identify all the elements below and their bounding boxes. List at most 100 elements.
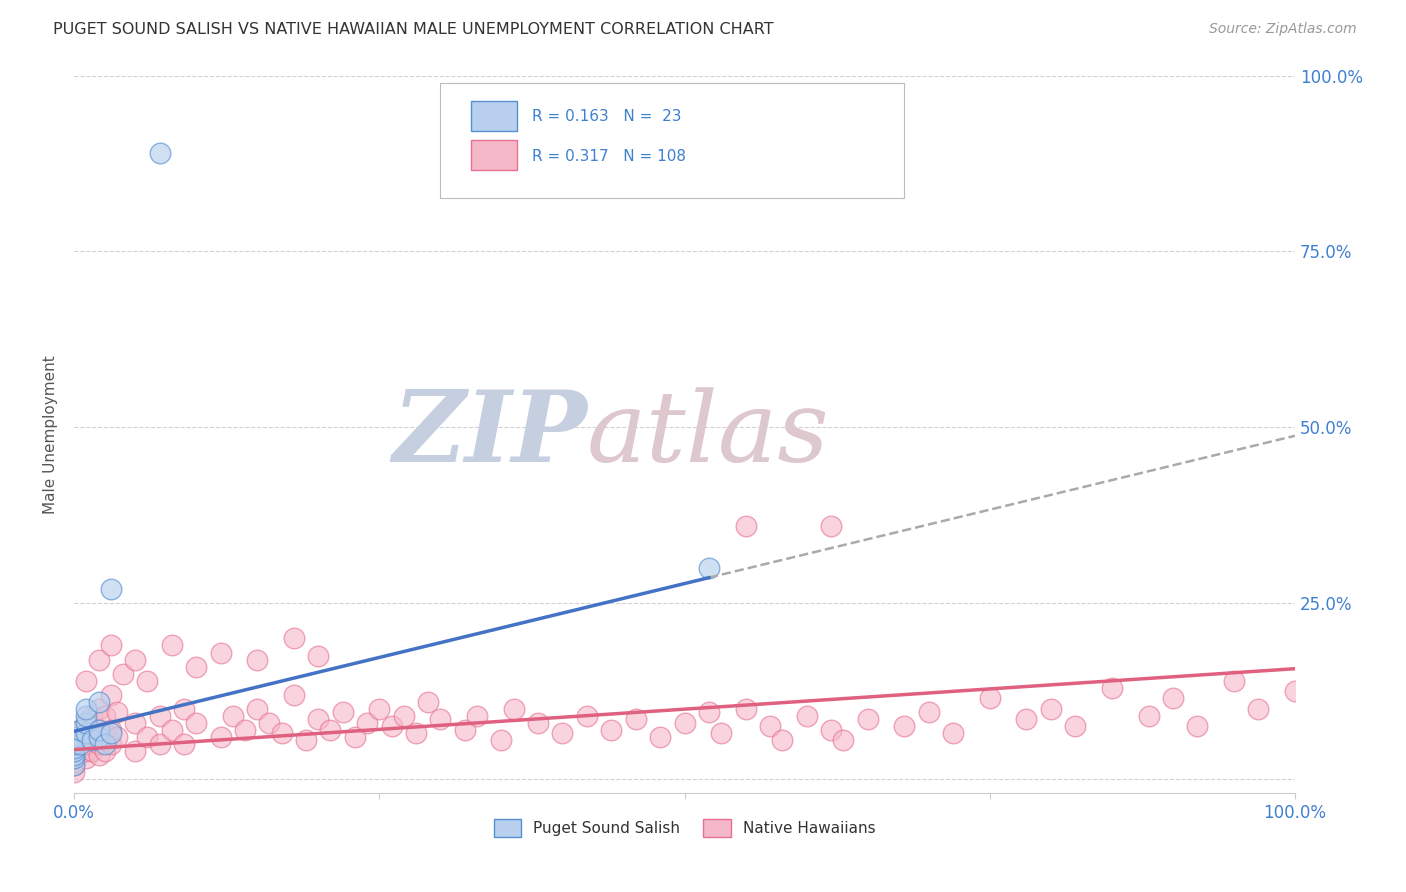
Point xyxy=(856,712,879,726)
Point xyxy=(624,712,647,726)
Point xyxy=(734,519,756,533)
Point xyxy=(87,737,110,751)
Point xyxy=(332,706,354,720)
Point xyxy=(87,652,110,666)
Point xyxy=(246,652,269,666)
Text: R = 0.163   N =  23: R = 0.163 N = 23 xyxy=(531,110,682,124)
Point xyxy=(69,737,91,751)
Text: Source: ZipAtlas.com: Source: ZipAtlas.com xyxy=(1209,22,1357,37)
Point xyxy=(63,765,86,780)
Point xyxy=(82,733,104,747)
Point xyxy=(63,740,86,755)
Point xyxy=(75,737,97,751)
Point xyxy=(319,723,342,737)
Point xyxy=(710,726,733,740)
Point xyxy=(148,709,170,723)
Point xyxy=(1101,681,1123,695)
Point xyxy=(75,673,97,688)
Point xyxy=(63,747,86,762)
Point xyxy=(87,723,110,737)
Point xyxy=(820,723,842,737)
Point xyxy=(63,758,86,772)
Text: atlas: atlas xyxy=(586,387,830,482)
Point xyxy=(87,695,110,709)
Point xyxy=(893,719,915,733)
Point xyxy=(697,706,720,720)
Point xyxy=(1284,684,1306,698)
Point xyxy=(63,755,86,769)
Point xyxy=(87,747,110,762)
Point xyxy=(173,737,195,751)
Text: PUGET SOUND SALISH VS NATIVE HAWAIIAN MALE UNEMPLOYMENT CORRELATION CHART: PUGET SOUND SALISH VS NATIVE HAWAIIAN MA… xyxy=(53,22,775,37)
Point xyxy=(418,695,440,709)
Point xyxy=(770,733,793,747)
Text: ZIP: ZIP xyxy=(392,386,586,483)
Point xyxy=(209,646,232,660)
Point xyxy=(148,145,170,160)
Point xyxy=(82,744,104,758)
Point xyxy=(93,726,115,740)
Point xyxy=(246,702,269,716)
Point xyxy=(75,715,97,730)
Point xyxy=(832,733,855,747)
Point xyxy=(454,723,477,737)
Point xyxy=(283,632,305,646)
Point xyxy=(551,726,574,740)
Point xyxy=(100,726,122,740)
Point xyxy=(75,751,97,765)
Point xyxy=(148,737,170,751)
Point xyxy=(100,582,122,597)
Point xyxy=(575,709,598,723)
Point xyxy=(307,712,329,726)
Point xyxy=(186,715,208,730)
FancyBboxPatch shape xyxy=(471,101,517,131)
Point xyxy=(105,706,128,720)
Point xyxy=(63,751,86,765)
Point xyxy=(136,730,159,744)
Point xyxy=(160,639,183,653)
Point xyxy=(1137,709,1160,723)
Point xyxy=(69,733,91,747)
Point xyxy=(105,730,128,744)
Point xyxy=(918,706,941,720)
Point xyxy=(283,688,305,702)
Point xyxy=(307,648,329,663)
Point xyxy=(100,737,122,751)
Point xyxy=(1247,702,1270,716)
Point xyxy=(465,709,488,723)
Point xyxy=(209,730,232,744)
Point xyxy=(1015,712,1038,726)
Text: R = 0.317   N = 108: R = 0.317 N = 108 xyxy=(531,149,686,164)
Point xyxy=(429,712,451,726)
Point xyxy=(100,639,122,653)
Y-axis label: Male Unemployment: Male Unemployment xyxy=(44,355,58,514)
Point xyxy=(600,723,623,737)
Point xyxy=(759,719,782,733)
Point xyxy=(100,723,122,737)
Point xyxy=(392,709,415,723)
Point xyxy=(295,733,318,747)
Point xyxy=(405,726,427,740)
Point xyxy=(1187,719,1209,733)
Point xyxy=(75,715,97,730)
Point xyxy=(63,758,86,772)
Point xyxy=(1161,691,1184,706)
Point xyxy=(124,652,146,666)
Point xyxy=(75,702,97,716)
Point xyxy=(527,715,550,730)
Point xyxy=(259,715,281,730)
Point xyxy=(111,666,134,681)
Point xyxy=(502,702,524,716)
Point xyxy=(1064,719,1087,733)
Point xyxy=(93,709,115,723)
Point xyxy=(69,744,91,758)
Point xyxy=(356,715,378,730)
Point xyxy=(63,737,86,751)
Point xyxy=(124,715,146,730)
Point xyxy=(343,730,366,744)
Point xyxy=(136,673,159,688)
Point xyxy=(63,747,86,762)
Point xyxy=(93,744,115,758)
Legend: Puget Sound Salish, Native Hawaiians: Puget Sound Salish, Native Hawaiians xyxy=(488,813,882,844)
Point xyxy=(87,702,110,716)
